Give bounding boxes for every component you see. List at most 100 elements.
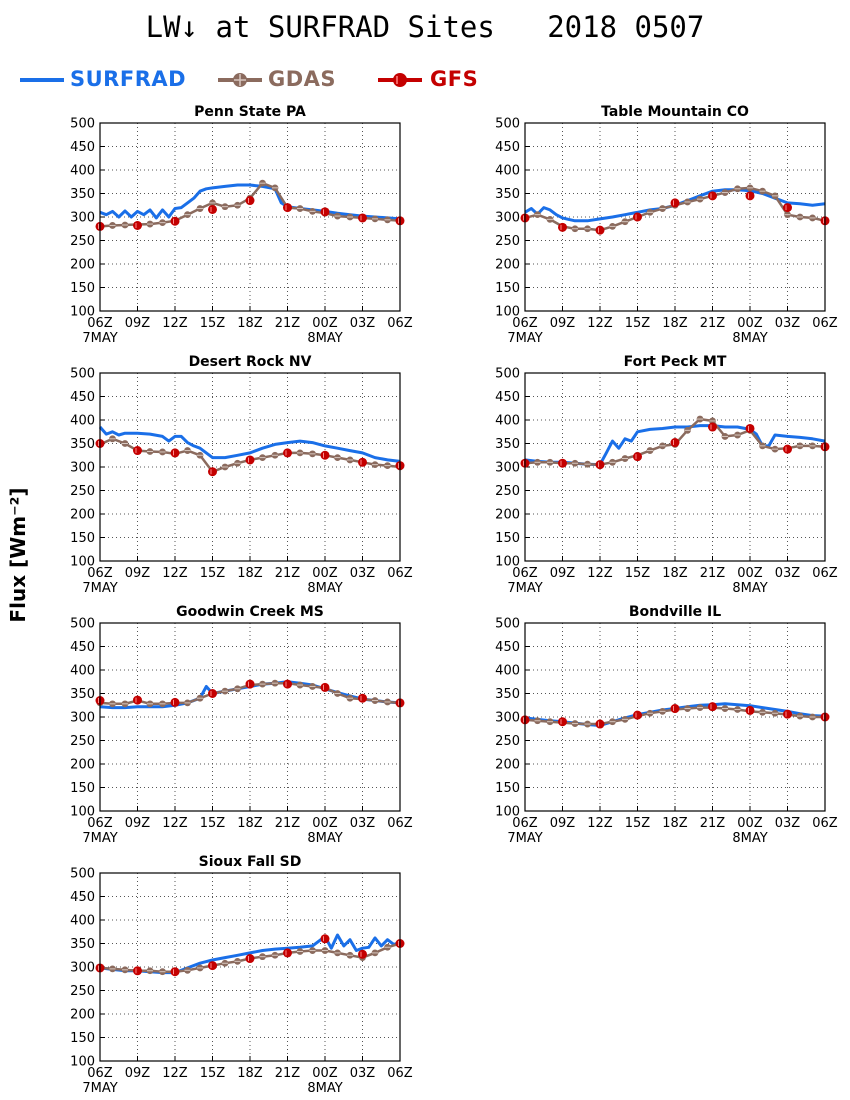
gfs-point <box>320 682 330 692</box>
gfs-point <box>595 225 605 235</box>
y-tick-label: 250 <box>495 234 520 249</box>
y-tick-label: 200 <box>70 1008 95 1023</box>
y-tick-label: 100 <box>495 805 520 820</box>
y-tick-label: 400 <box>495 664 520 679</box>
x-date-label: 7MAY <box>82 581 117 596</box>
x-tick-label: 12Z <box>587 816 613 831</box>
x-tick-label: 15Z <box>625 316 651 331</box>
gfs-point <box>633 212 642 222</box>
gfs-point <box>133 446 142 456</box>
y-tick-label: 350 <box>70 687 95 702</box>
x-date-label: 7MAY <box>507 331 542 346</box>
y-tick-label: 150 <box>70 1031 95 1046</box>
x-tick-label: 15Z <box>200 566 226 581</box>
x-tick-label: 06Z <box>387 1066 413 1081</box>
plot-frame <box>524 122 826 312</box>
legend-label-gdas: GDAS <box>268 67 337 91</box>
gfs-point <box>283 203 292 213</box>
x-tick-label: 21Z <box>275 566 301 581</box>
x-tick-label: 06Z <box>87 566 113 581</box>
x-tick-label: 09Z <box>125 816 151 831</box>
x-tick-label: 09Z <box>125 566 151 581</box>
y-tick-label: 300 <box>70 711 95 726</box>
gfs-point <box>745 191 755 201</box>
plot-frame <box>99 622 401 812</box>
x-tick-label: 15Z <box>200 816 226 831</box>
x-tick-label: 09Z <box>550 566 576 581</box>
y-tick-label: 500 <box>495 367 520 382</box>
x-date-label: 7MAY <box>507 581 542 596</box>
gfs-point <box>320 207 330 217</box>
x-tick-label: 00Z <box>312 816 338 831</box>
y-tick-label: 450 <box>70 390 95 405</box>
y-tick-label: 500 <box>495 617 520 632</box>
y-tick-label: 400 <box>70 164 95 179</box>
x-tick-label: 15Z <box>625 566 651 581</box>
x-tick-label: 06Z <box>387 316 413 331</box>
x-date-label: 8MAY <box>307 331 342 346</box>
y-tick-label: 200 <box>70 508 95 523</box>
panel-desert-rock-nv: Desert Rock NV 100 150 200 250 300 350 400 450 50… <box>70 354 413 596</box>
panel-title: Desert Rock NV <box>189 354 312 370</box>
y-tick-label: 150 <box>495 281 520 296</box>
gfs-point <box>208 961 217 971</box>
gfs-point <box>783 709 792 719</box>
x-tick-label: 12Z <box>162 316 188 331</box>
x-tick-label: 06Z <box>87 316 113 331</box>
y-tick-label: 250 <box>495 484 520 499</box>
y-tick-label: 500 <box>495 117 520 132</box>
x-tick-label: 12Z <box>162 1066 188 1081</box>
x-tick-label: 12Z <box>162 816 188 831</box>
x-tick-label: 06Z <box>812 316 838 331</box>
y-tick-label: 150 <box>70 531 95 546</box>
x-tick-label: 06Z <box>512 566 538 581</box>
gfs-point <box>708 702 717 712</box>
x-tick-label: 09Z <box>550 316 576 331</box>
x-date-label: 8MAY <box>732 581 767 596</box>
y-tick-label: 350 <box>70 437 95 452</box>
y-tick-label: 250 <box>70 734 95 749</box>
y-tick-label: 350 <box>495 437 520 452</box>
x-tick-label: 06Z <box>512 316 538 331</box>
gfs-point <box>358 457 367 467</box>
y-tick-label: 300 <box>70 211 95 226</box>
gfs-point <box>170 448 180 458</box>
y-tick-label: 200 <box>70 258 95 273</box>
x-tick-label: 21Z <box>700 816 726 831</box>
x-tick-label: 18Z <box>237 816 263 831</box>
y-tick-label: 350 <box>70 937 95 952</box>
y-tick-label: 200 <box>495 508 520 523</box>
x-tick-label: 03Z <box>350 816 376 831</box>
x-tick-label: 21Z <box>700 566 726 581</box>
y-tick-label: 200 <box>70 758 95 773</box>
gfs-point <box>208 204 217 214</box>
gfs-point <box>745 705 755 715</box>
y-tick-label: 100 <box>70 305 95 320</box>
x-tick-label: 00Z <box>737 566 763 581</box>
x-tick-label: 18Z <box>237 1066 263 1081</box>
gfs-point <box>320 934 330 944</box>
gfs-point <box>133 966 142 976</box>
plot-frame <box>524 372 826 562</box>
y-tick-label: 100 <box>495 305 520 320</box>
y-tick-label: 400 <box>70 914 95 929</box>
y-tick-label: 450 <box>70 890 95 905</box>
x-tick-label: 06Z <box>812 816 838 831</box>
x-date-label: 8MAY <box>307 1081 342 1096</box>
x-date-label: 7MAY <box>82 331 117 346</box>
y-tick-label: 400 <box>495 414 520 429</box>
y-tick-label: 500 <box>70 867 95 882</box>
y-tick-label: 350 <box>495 687 520 702</box>
x-date-label: 8MAY <box>307 581 342 596</box>
x-tick-label: 03Z <box>775 316 801 331</box>
x-tick-label: 03Z <box>350 316 376 331</box>
y-tick-label: 500 <box>70 117 95 132</box>
y-tick-label: 350 <box>495 187 520 202</box>
y-tick-label: 200 <box>495 258 520 273</box>
x-tick-label: 12Z <box>587 316 613 331</box>
y-tick-label: 250 <box>70 984 95 999</box>
x-date-label: 7MAY <box>82 831 117 846</box>
gfs-point <box>358 693 367 703</box>
gfs-point <box>245 679 255 689</box>
gfs-point <box>283 448 292 458</box>
